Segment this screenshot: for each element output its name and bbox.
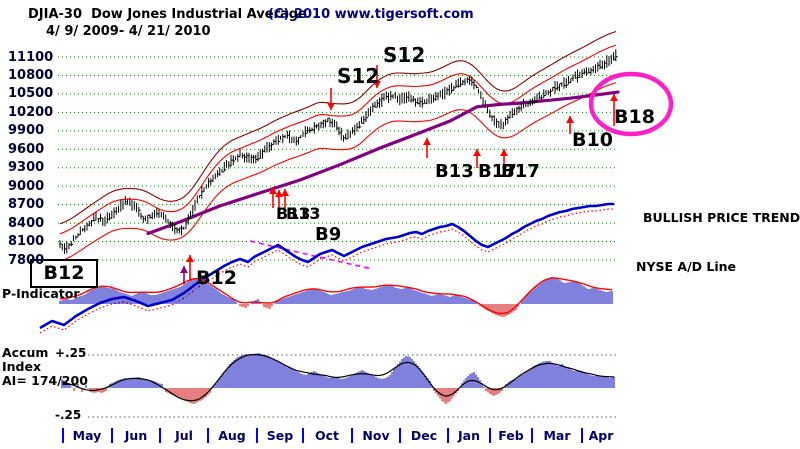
upper-band-line [59,44,617,235]
highlight-ellipse [588,71,674,137]
signal-label-s12: S12 [337,64,380,88]
month-label: Jul [175,428,193,443]
price-axis-tick-label: 9300 [8,160,45,176]
signal-arrowhead [186,255,194,262]
p-indicator-label: P-Indicator [2,286,80,301]
signal-arrowhead [423,138,431,145]
accum-index-bars-negative [73,388,503,404]
accum-label-line1: Accum [2,345,49,360]
signal-arrowhead [500,149,508,156]
signal-arrowhead [275,190,283,197]
accum-label-line2: Index [2,359,42,374]
signal-arrowhead [180,266,188,273]
outer-band-line [59,30,617,225]
signal-label-b17: B17 [478,161,517,182]
bullish-price-trend-label: BULLISH PRICE TREND [643,210,800,225]
signal-arrowhead [566,116,574,123]
nyse-ad-line-label: NYSE A/D Line [636,259,736,274]
price-axis-tick-label: 9000 [8,178,45,194]
month-label: Dec [410,428,438,443]
price-axis-tick-label: 8400 [8,215,45,231]
price-axis-tick-label: 9900 [8,123,45,139]
lower-band-line [59,82,617,262]
p-indicator-bars-positive [59,277,613,304]
signal-label-s12: S12 [383,43,426,67]
purple-ma-line [146,90,620,236]
accum-index-bars-positive [61,353,615,388]
candlestick-ticks [60,56,618,250]
signal-label-b18: B18 [614,106,655,128]
price-axis-tick-label: 10200 [8,104,54,120]
price-axis-tick-label: 10800 [8,67,54,83]
signal-label-b9: B9 [315,224,342,245]
month-label: Mar [543,428,571,443]
month-label: Feb [498,428,524,443]
signal-arrowhead [610,94,618,101]
month-label: Nov [362,428,390,443]
month-label: Oct [314,428,340,443]
signal-arrowhead [473,149,481,156]
accum-plus-25-tick: +.25 [55,346,87,360]
boxed-signal-b12: B12 [30,259,98,288]
month-label: Jan [458,428,480,443]
signal-arrowhead [269,187,277,194]
accum-index-ma-line [61,353,615,402]
price-axis-tick-label: 10500 [8,86,54,102]
month-label: Sep [266,428,294,443]
price-axis-tick-label: 8100 [8,234,45,250]
accum-index-value: AI= 174/200 [2,373,88,388]
price-axis-tick-label: 8700 [8,197,45,213]
price-axis-tick-label: 11100 [8,49,54,65]
signal-label-b13: B13 [276,204,311,223]
signal-label-b12: B12 [196,267,237,289]
p-indicator-bars-negative [239,304,519,317]
month-label: Jun [124,428,148,443]
signal-label-b17: B17 [501,161,540,182]
date-range: 4/ 9/ 2009- 4/ 21/ 2010 [46,24,211,39]
signal-label-b13: B13 [435,161,474,182]
signal-arrowhead [327,103,335,110]
signal-arrowhead [373,81,381,88]
price-axis-tick-label: 7800 [8,252,45,268]
p-indicator-ma-line [59,277,613,315]
accum-minus-25-tick: -.25 [55,408,82,422]
price-axis-tick-label: 9600 [8,141,45,157]
ad-line-trend-dashed [249,240,373,270]
copyright-text: (C) 2010 www.tigersoft.com [268,7,474,22]
month-label: May [72,428,102,443]
month-label: Aug [218,428,246,443]
signal-label-b10: B10 [572,129,613,151]
month-label: Apr [588,428,614,443]
chart-title: DJIA-30 Dow Jones Industrial Average [28,7,307,22]
signal-label-b13: B13 [286,204,321,223]
signal-arrowhead [281,189,289,196]
